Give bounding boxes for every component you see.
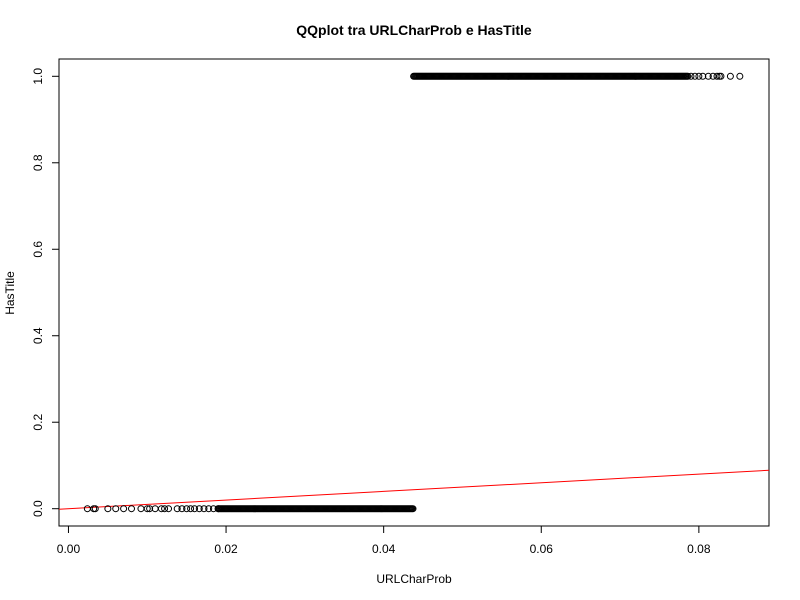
y-axis-label: HasTitle bbox=[3, 271, 17, 315]
data-point bbox=[165, 505, 173, 513]
data-point bbox=[183, 505, 191, 513]
y-axis: 0.0 0.2 0.4 0.6 0.8 1.0 bbox=[31, 68, 60, 517]
data-point bbox=[691, 72, 699, 80]
data-point bbox=[178, 505, 186, 513]
data-point bbox=[137, 505, 145, 513]
plot-frame bbox=[58, 58, 770, 527]
y-tick-label: 0.2 bbox=[31, 414, 45, 431]
data-point bbox=[187, 505, 195, 513]
data-point bbox=[695, 72, 703, 80]
y-tick-label: 0.4 bbox=[31, 327, 45, 344]
y-tick-label: 1.0 bbox=[31, 68, 45, 85]
data-point bbox=[205, 505, 213, 513]
x-tick-label: 0.04 bbox=[372, 542, 396, 556]
data-point bbox=[120, 505, 128, 513]
reference-line-layer bbox=[58, 469, 770, 510]
y-tick-label: 0.8 bbox=[31, 154, 45, 171]
x-axis: 0.00 0.02 0.04 0.06 0.08 bbox=[57, 525, 711, 556]
data-point bbox=[200, 505, 208, 513]
data-point bbox=[161, 505, 169, 513]
data-point bbox=[704, 72, 712, 80]
data-point bbox=[684, 72, 692, 80]
data-point bbox=[104, 505, 112, 513]
data-point bbox=[409, 505, 417, 513]
x-tick-label: 0.02 bbox=[214, 542, 238, 556]
data-point bbox=[173, 505, 181, 513]
data-point bbox=[726, 72, 734, 80]
reference-line bbox=[58, 469, 770, 510]
x-tick-label: 0.00 bbox=[57, 542, 81, 556]
data-point bbox=[83, 505, 91, 513]
data-point bbox=[128, 505, 135, 513]
data-point bbox=[736, 72, 744, 80]
data-point bbox=[157, 505, 165, 513]
data-point bbox=[143, 505, 151, 513]
data-point bbox=[713, 72, 721, 80]
data-point bbox=[91, 505, 99, 513]
data-point bbox=[112, 505, 120, 513]
x-tick-label: 0.08 bbox=[687, 542, 711, 556]
data-point bbox=[195, 505, 203, 513]
data-point bbox=[191, 505, 199, 513]
y-tick-label: 0.0 bbox=[31, 500, 45, 517]
points-layer bbox=[83, 72, 744, 513]
chart-title: QQplot tra URLCharProb e HasTitle bbox=[296, 22, 532, 38]
x-tick-label: 0.06 bbox=[530, 542, 554, 556]
y-tick-label: 0.6 bbox=[31, 241, 45, 258]
x-axis-label: URLCharProb bbox=[376, 572, 452, 586]
data-point bbox=[717, 72, 725, 80]
